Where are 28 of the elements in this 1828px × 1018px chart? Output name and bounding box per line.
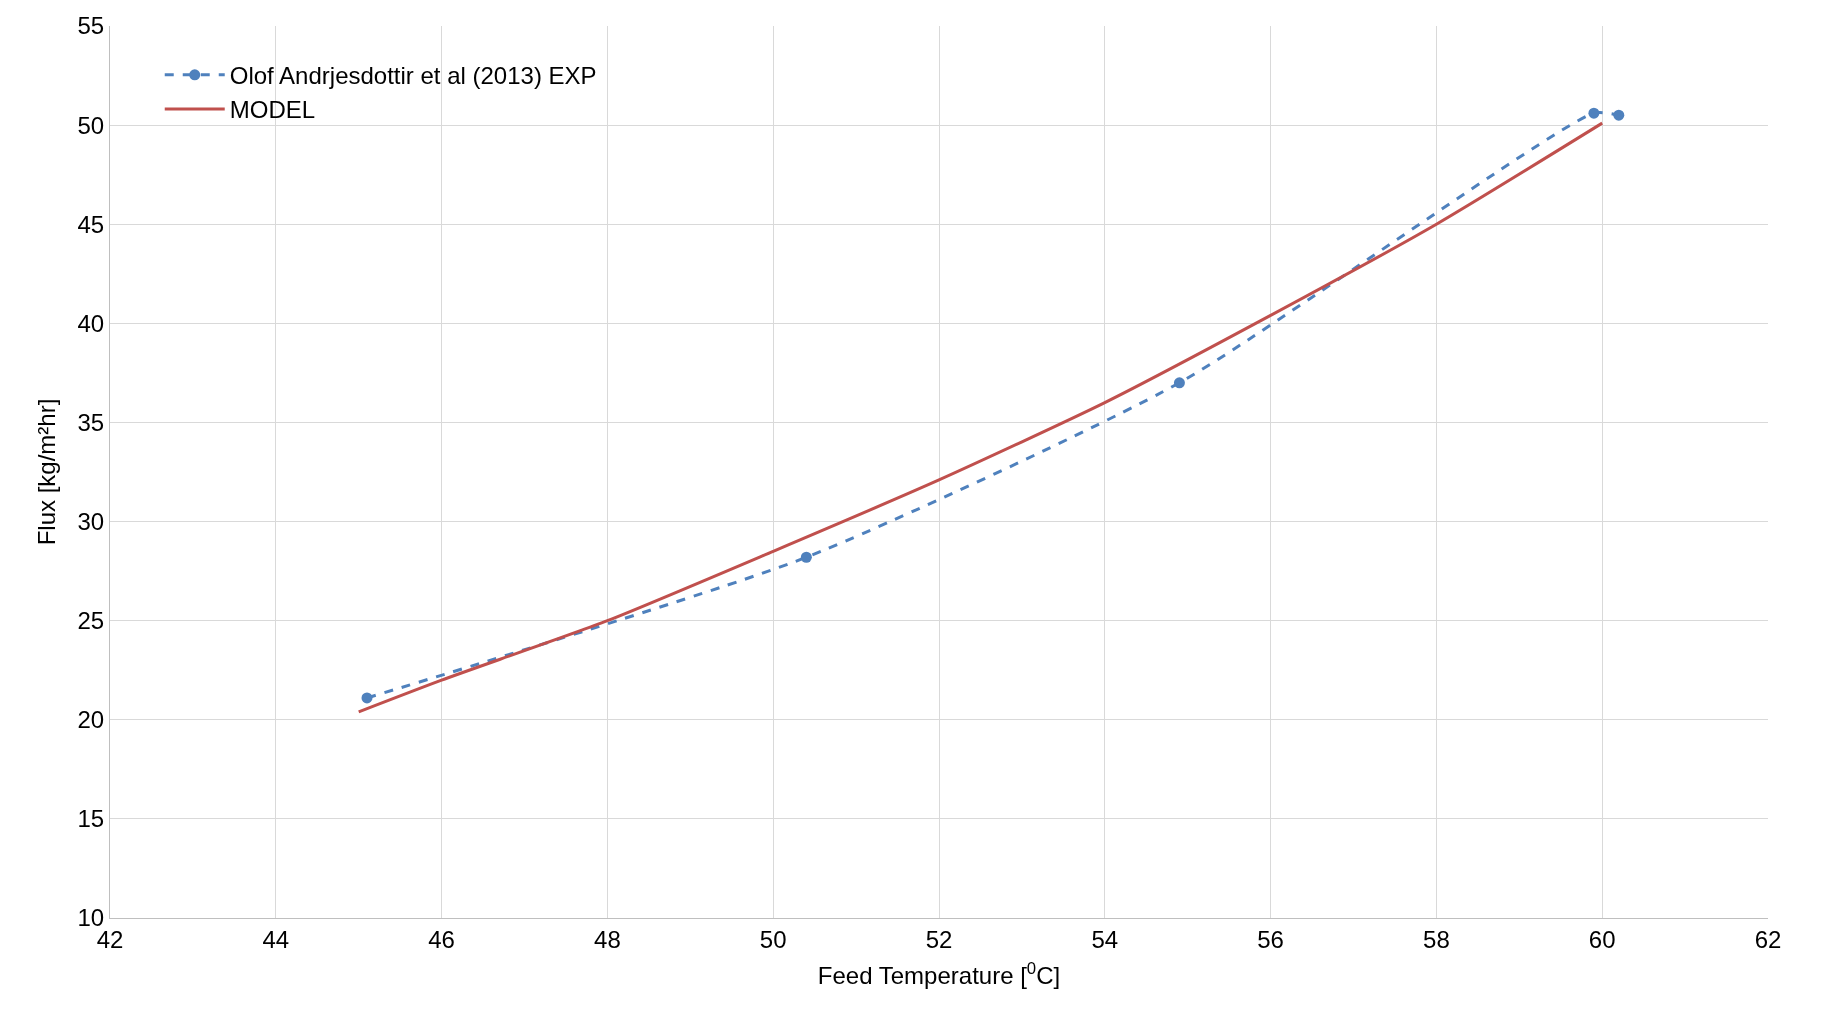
- x-axis-title: Feed Temperature [$^{0}$C]: [817, 959, 1061, 990]
- legend-label: MODEL: [229, 96, 316, 124]
- y-tick-label: 35: [77, 408, 105, 436]
- x-tick-label: 62: [1754, 925, 1782, 953]
- point: [800, 551, 812, 563]
- y-tick-label: 15: [77, 805, 105, 833]
- legend-label: Olof Andrjesdottir et al (2013) EXP: [229, 62, 597, 90]
- x-tick-label: 44: [262, 925, 290, 953]
- x-tick-label: 54: [1091, 925, 1119, 953]
- y-axis-title: Flux [kg/m²hr]: [32, 398, 60, 546]
- x-tick-label: 46: [428, 925, 455, 953]
- x-tick-label: 60: [1588, 925, 1616, 953]
- point: [361, 692, 373, 704]
- x-tick-label: 58: [1423, 925, 1450, 953]
- x-tick-label: 56: [1257, 925, 1284, 953]
- point: [1588, 107, 1600, 119]
- y-tick-label: 40: [77, 309, 105, 337]
- y-tick-label: 25: [77, 607, 105, 635]
- x-tick-label: 50: [759, 925, 787, 953]
- y-tick-label: 30: [77, 507, 105, 535]
- point: [1173, 377, 1185, 389]
- point: [1613, 109, 1625, 121]
- y-tick-label: 50: [77, 111, 105, 139]
- y-tick-label: 20: [77, 706, 105, 734]
- y-tick-label: 45: [77, 210, 105, 238]
- x-tick-label: 52: [925, 925, 953, 953]
- y-tick-label: 55: [77, 12, 105, 40]
- x-tick-label: 48: [594, 925, 621, 953]
